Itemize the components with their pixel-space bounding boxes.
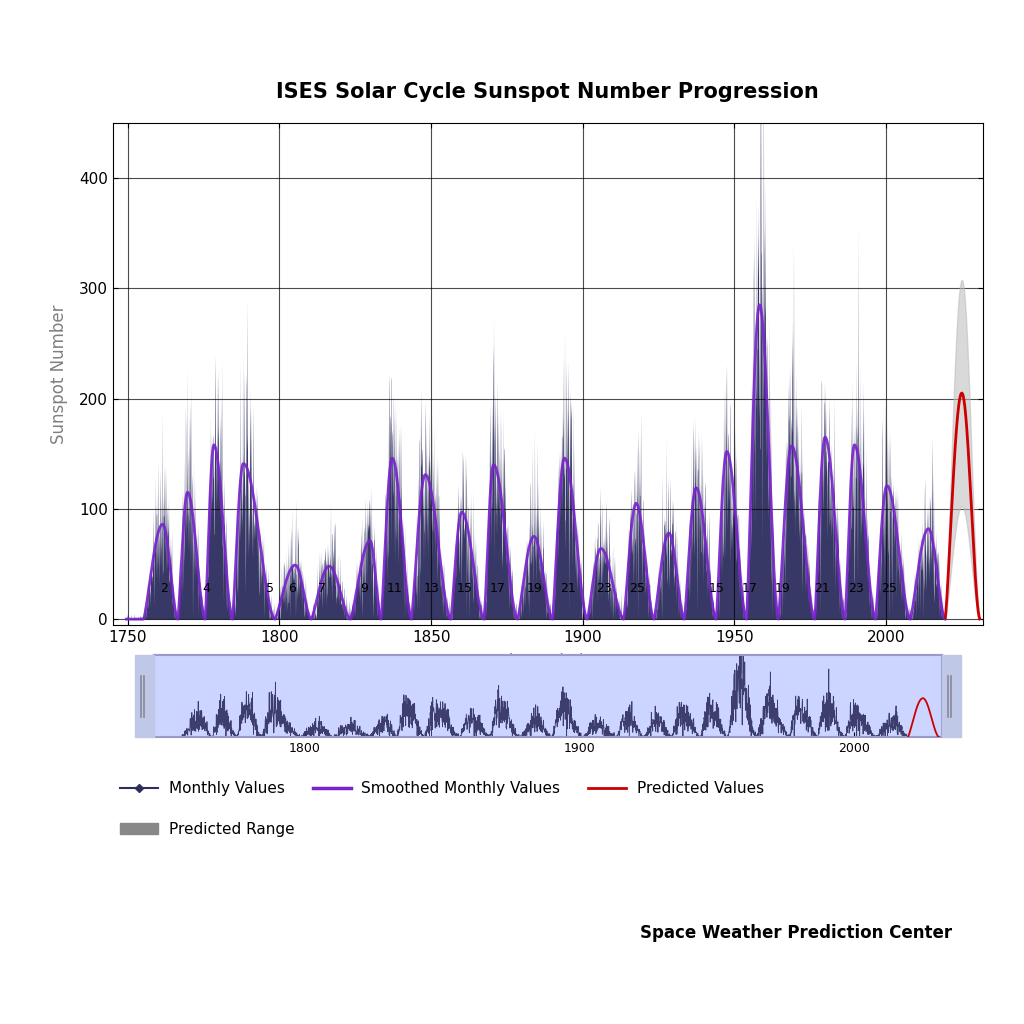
Text: 4: 4 [203,582,211,595]
Text: 15: 15 [709,582,724,595]
Legend: Monthly Values, Smoothed Monthly Values, Predicted Values: Monthly Values, Smoothed Monthly Values,… [120,781,764,797]
Text: 6: 6 [288,582,296,595]
Text: 23: 23 [596,582,611,595]
Y-axis label: Sunspot Number: Sunspot Number [50,304,68,443]
Legend: Predicted Range: Predicted Range [120,822,295,838]
Text: 21: 21 [814,582,830,595]
Text: 19: 19 [526,582,542,595]
Text: 25: 25 [630,582,645,595]
Text: 2: 2 [161,582,168,595]
Text: 7: 7 [317,582,326,595]
Text: 23: 23 [848,582,863,595]
Text: 13: 13 [423,582,439,595]
X-axis label: Universal Time: Universal Time [485,653,610,671]
Text: 9: 9 [360,582,369,595]
Text: 19: 19 [775,582,791,595]
Text: 15: 15 [457,582,472,595]
Title: ISES Solar Cycle Sunspot Number Progression: ISES Solar Cycle Sunspot Number Progress… [276,82,819,101]
Text: 25: 25 [881,582,897,595]
Text: 17: 17 [489,582,506,595]
Text: 11: 11 [387,582,402,595]
Text: Space Weather Prediction Center: Space Weather Prediction Center [640,924,952,942]
Text: 17: 17 [741,582,758,595]
Text: 5: 5 [266,582,274,595]
Text: 21: 21 [560,582,575,595]
